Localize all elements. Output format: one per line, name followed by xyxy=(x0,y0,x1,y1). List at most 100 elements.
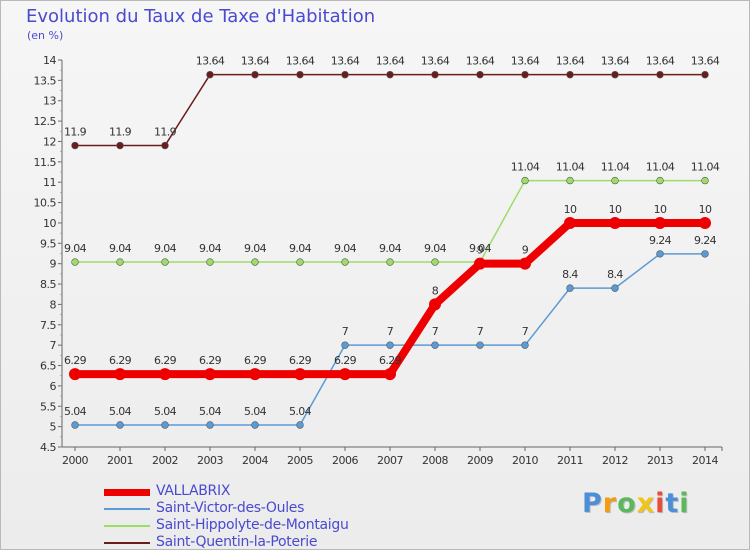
logo-letter: i xyxy=(679,488,690,519)
data-point xyxy=(386,258,394,266)
legend-swatch xyxy=(104,525,150,527)
data-label: 13.64 xyxy=(421,55,450,68)
x-tick-label: 2000 xyxy=(62,454,88,467)
data-label: 7 xyxy=(432,325,439,338)
data-label: 6.29 xyxy=(379,354,402,367)
y-tick-label: 13.5 xyxy=(34,74,57,87)
x-tick-label: 2004 xyxy=(242,454,268,467)
x-tick-label: 2013 xyxy=(647,454,673,467)
data-point xyxy=(71,258,79,266)
y-tick-label: 11.5 xyxy=(34,156,57,169)
data-point xyxy=(654,216,666,229)
data-label: 7 xyxy=(477,325,484,338)
data-point xyxy=(521,341,529,349)
y-tick-label: 7 xyxy=(50,339,57,352)
data-point xyxy=(69,368,81,381)
data-label: 6.29 xyxy=(244,354,267,367)
data-label: 13.64 xyxy=(376,55,405,68)
data-point xyxy=(656,70,664,79)
data-point xyxy=(566,284,574,292)
x-tick-label: 2005 xyxy=(287,454,313,467)
data-label: 13.64 xyxy=(196,55,225,68)
data-point xyxy=(384,368,396,381)
data-point xyxy=(386,341,394,349)
series-saint-quentin-la-poterie xyxy=(71,70,709,150)
data-label: 5.04 xyxy=(154,405,177,418)
data-label: 11.04 xyxy=(511,161,540,174)
data-point xyxy=(296,258,304,266)
data-label: 5.04 xyxy=(199,405,222,418)
data-point xyxy=(656,250,664,258)
y-tick-label: 8.5 xyxy=(40,278,56,291)
legend-swatch xyxy=(104,508,150,510)
y-tick-label: 10 xyxy=(43,217,56,230)
data-point xyxy=(611,284,619,292)
legend-label: VALLABRIX xyxy=(156,483,231,499)
chart-title: Evolution du Taux de Taxe d'Habitation xyxy=(26,6,376,27)
data-label: 9 xyxy=(522,244,529,257)
legend-swatch xyxy=(104,488,150,496)
logo-letter: i xyxy=(655,488,666,519)
y-tick-label: 12 xyxy=(43,135,56,148)
data-point xyxy=(474,257,486,270)
data-label: 6.29 xyxy=(199,354,222,367)
proxiti-logo: Proxiti xyxy=(582,488,690,519)
y-tick-label: 10.5 xyxy=(34,197,57,210)
data-label: 10 xyxy=(609,203,622,216)
x-tick-label: 2001 xyxy=(107,454,133,467)
data-point xyxy=(431,258,439,266)
data-point xyxy=(609,216,621,229)
data-point xyxy=(521,70,529,79)
data-label: 5.04 xyxy=(244,405,267,418)
data-label: 9.04 xyxy=(199,242,222,255)
data-point xyxy=(476,341,484,349)
data-point xyxy=(566,176,574,185)
y-axis-unit: (en %) xyxy=(27,29,64,42)
data-label: 13.64 xyxy=(331,55,360,68)
logo-letter: o xyxy=(617,488,637,519)
x-tick-label: 2010 xyxy=(512,454,538,467)
x-tick-label: 2011 xyxy=(557,454,583,467)
data-point xyxy=(161,421,169,429)
data-label: 13.64 xyxy=(556,55,585,68)
data-label: 10 xyxy=(564,203,577,216)
data-label: 6.29 xyxy=(334,354,357,367)
data-label: 6.29 xyxy=(154,354,177,367)
data-label: 13.64 xyxy=(601,55,630,68)
data-label: 9.04 xyxy=(244,242,267,255)
y-tick-label: 5 xyxy=(50,421,57,434)
data-point xyxy=(251,258,259,266)
data-point xyxy=(206,258,214,266)
legend-label: Saint-Hippolyte-de-Montaigu xyxy=(156,517,349,533)
data-point xyxy=(656,176,664,185)
y-tick-label: 4.5 xyxy=(40,441,56,454)
data-label: 13.64 xyxy=(466,55,495,68)
data-label: 11.04 xyxy=(601,161,630,174)
logo-letter: x xyxy=(636,488,656,519)
data-label: 11.04 xyxy=(646,161,675,174)
x-tick-label: 2009 xyxy=(467,454,493,467)
data-point xyxy=(249,368,261,381)
data-point xyxy=(701,70,709,79)
data-label: 9.04 xyxy=(379,242,402,255)
data-label: 11.9 xyxy=(154,126,177,139)
data-point xyxy=(71,421,79,429)
data-point xyxy=(566,70,574,79)
data-label: 7 xyxy=(342,325,349,338)
y-tick-label: 8 xyxy=(50,298,57,311)
data-point xyxy=(564,216,576,229)
data-label: 6.29 xyxy=(109,354,132,367)
x-tick-label: 2003 xyxy=(197,454,223,467)
data-point xyxy=(116,421,124,429)
data-point xyxy=(116,258,124,266)
x-tick-label: 2006 xyxy=(332,454,358,467)
data-label: 9.04 xyxy=(334,242,357,255)
data-point xyxy=(701,176,709,185)
data-label: 9.24 xyxy=(694,234,717,247)
data-label: 8.4 xyxy=(607,268,623,281)
data-point xyxy=(71,141,79,150)
data-point xyxy=(296,70,304,79)
data-label: 7 xyxy=(522,325,529,338)
data-point xyxy=(341,70,349,79)
data-point xyxy=(429,298,441,311)
